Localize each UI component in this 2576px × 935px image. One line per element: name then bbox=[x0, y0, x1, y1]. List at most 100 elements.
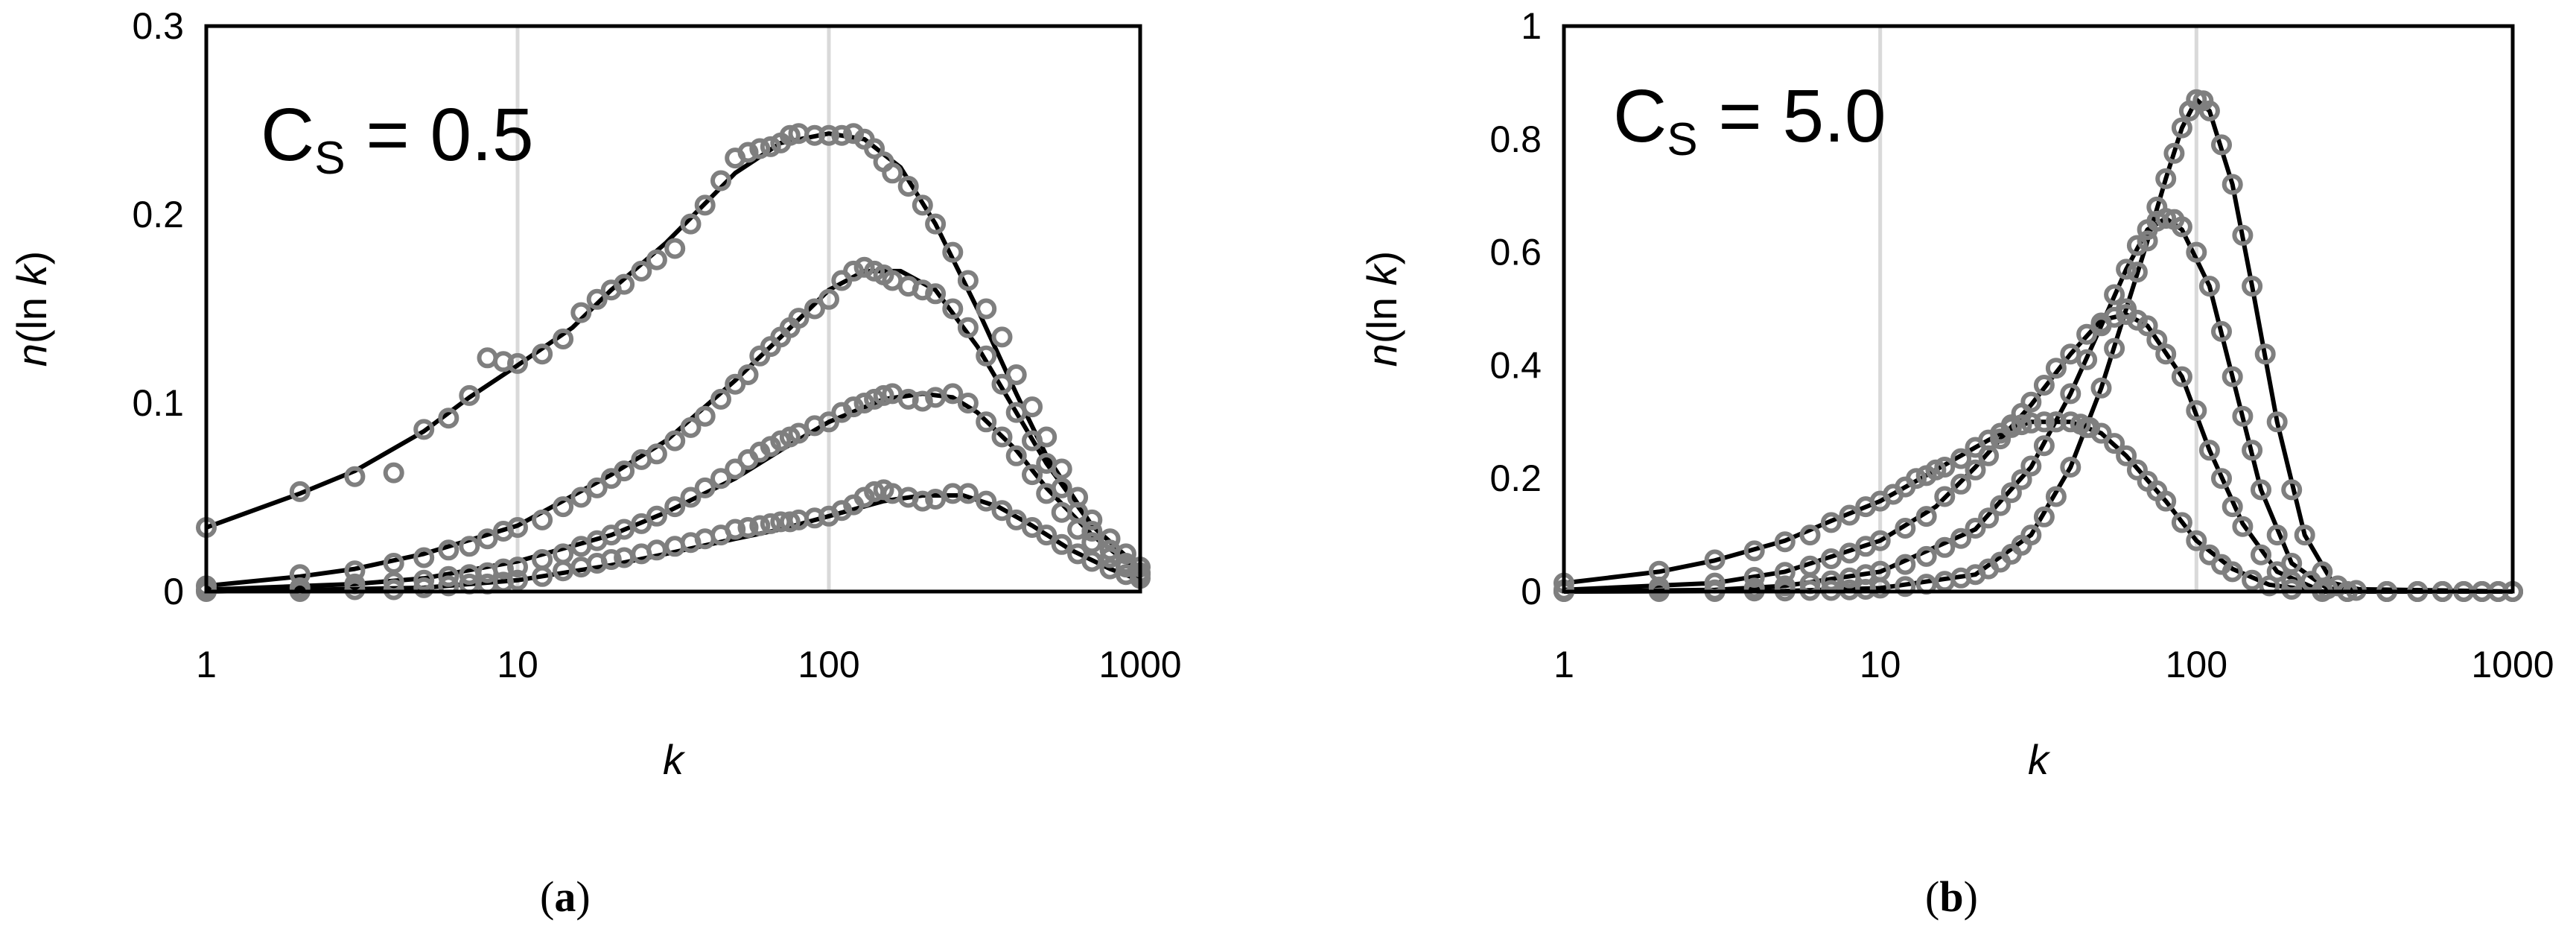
y-axis-label-close: ) bbox=[1358, 251, 1405, 265]
series-3-point bbox=[1036, 524, 1058, 546]
series-2-point bbox=[942, 383, 964, 405]
series-1-point bbox=[957, 317, 979, 338]
series-1-point bbox=[818, 288, 839, 310]
series-3-point bbox=[2198, 100, 2220, 121]
series-2-point bbox=[1978, 507, 2000, 529]
parameter-annotation: CS = 5.0 bbox=[1613, 75, 1886, 165]
series-0-point bbox=[957, 270, 979, 291]
series-0-point bbox=[710, 170, 731, 191]
series-0-point bbox=[749, 138, 771, 159]
series-2-point bbox=[2116, 259, 2137, 280]
series-2-point bbox=[2033, 435, 2055, 457]
series-0-point bbox=[413, 419, 435, 440]
series-2-point bbox=[1915, 545, 1937, 567]
series-0-point bbox=[1906, 468, 1927, 489]
y-tick-label: 0.1 bbox=[132, 382, 184, 424]
series-2-point bbox=[2104, 284, 2125, 305]
panel-label-a-close: ) bbox=[576, 872, 591, 921]
series-0-point bbox=[2155, 490, 2177, 512]
series-0-point bbox=[553, 329, 574, 349]
series-1-point bbox=[2033, 375, 2055, 396]
series-2-point bbox=[438, 565, 459, 587]
series-1-point bbox=[477, 528, 498, 550]
series-2-point bbox=[2232, 405, 2254, 427]
series-3-point bbox=[2232, 224, 2254, 246]
y-axis-label-close: ) bbox=[8, 251, 55, 265]
series-0-point bbox=[383, 462, 404, 484]
series-3-point bbox=[438, 575, 459, 597]
panel-label-a: (a) bbox=[540, 872, 591, 922]
series-3-point bbox=[2222, 174, 2243, 195]
y-axis-label-var: n bbox=[1358, 343, 1405, 367]
series-0-point bbox=[664, 238, 686, 259]
series-3-point bbox=[2116, 298, 2137, 320]
series-0-point bbox=[760, 136, 781, 157]
series-0-point bbox=[2104, 433, 2125, 454]
series-2-point bbox=[2186, 241, 2207, 263]
series-0-point bbox=[831, 124, 853, 146]
series-2-point bbox=[1067, 519, 1089, 540]
annotation-value: = 0.5 bbox=[346, 93, 534, 177]
series-1-point bbox=[1005, 402, 1027, 423]
series-2-point bbox=[1934, 536, 1956, 558]
series-0-point bbox=[2011, 414, 2032, 436]
series-1-fit-line bbox=[1563, 312, 2513, 594]
series-2-point bbox=[1005, 445, 1027, 466]
series-2-point bbox=[614, 519, 635, 540]
annotation-subscript: S bbox=[314, 133, 345, 184]
series-2-point bbox=[1081, 532, 1103, 554]
series-0-point bbox=[646, 249, 667, 270]
series-1-point bbox=[646, 443, 667, 465]
series-3-fit-line bbox=[1563, 97, 2513, 594]
series-2-point bbox=[680, 486, 702, 508]
series-1-point bbox=[2266, 561, 2288, 583]
series-1-point bbox=[804, 298, 825, 320]
series-0-point bbox=[912, 194, 933, 216]
series-1-point bbox=[664, 430, 686, 451]
series-1-point bbox=[614, 460, 635, 482]
annotation-value: = 5.0 bbox=[1698, 75, 1886, 158]
series-2-point bbox=[2090, 315, 2112, 337]
series-0-point bbox=[779, 124, 801, 146]
series-3-point bbox=[2146, 196, 2168, 218]
series-3-point bbox=[2211, 134, 2232, 156]
y-tick-label: 0.4 bbox=[1489, 344, 1542, 386]
series-1-point bbox=[2211, 468, 2232, 489]
y-tick-label: 0.2 bbox=[1489, 457, 1542, 499]
series-2-point bbox=[1099, 547, 1121, 568]
series-2-point bbox=[1820, 570, 1842, 592]
y-axis-label-arg: k bbox=[1358, 262, 1405, 285]
series-0-point bbox=[925, 213, 947, 235]
series-2-point bbox=[1022, 464, 1043, 486]
series-2-markers bbox=[196, 383, 1151, 600]
series-2-point bbox=[853, 393, 875, 413]
series-3-point bbox=[2045, 486, 2067, 507]
series-2-point bbox=[646, 505, 667, 527]
series-3-point bbox=[976, 490, 997, 512]
series-1-point bbox=[1022, 430, 1043, 451]
series-1-point bbox=[2232, 516, 2254, 537]
series-1-point bbox=[413, 547, 435, 568]
series-3-point bbox=[2171, 117, 2192, 139]
series-3-point bbox=[737, 517, 759, 538]
series-1-point bbox=[2198, 440, 2220, 461]
series-1-point bbox=[1990, 428, 2011, 450]
series-0-point bbox=[344, 466, 366, 487]
series-0-point bbox=[1839, 504, 1860, 526]
series-1-point bbox=[570, 486, 592, 508]
series-2-point bbox=[710, 468, 731, 489]
series-0-point bbox=[2171, 512, 2192, 533]
series-1-point bbox=[1915, 506, 1937, 527]
x-tick-label: 1 bbox=[1553, 644, 1574, 685]
series-0-point bbox=[976, 298, 997, 320]
series-3-point bbox=[1895, 576, 1916, 598]
series-0-point bbox=[897, 176, 919, 197]
panel-label-b: (b) bbox=[1925, 872, 1978, 922]
series-1-point bbox=[1965, 459, 1986, 481]
series-2-point bbox=[2020, 455, 2042, 477]
series-3-point bbox=[2060, 457, 2082, 478]
series-3-point bbox=[957, 483, 979, 504]
